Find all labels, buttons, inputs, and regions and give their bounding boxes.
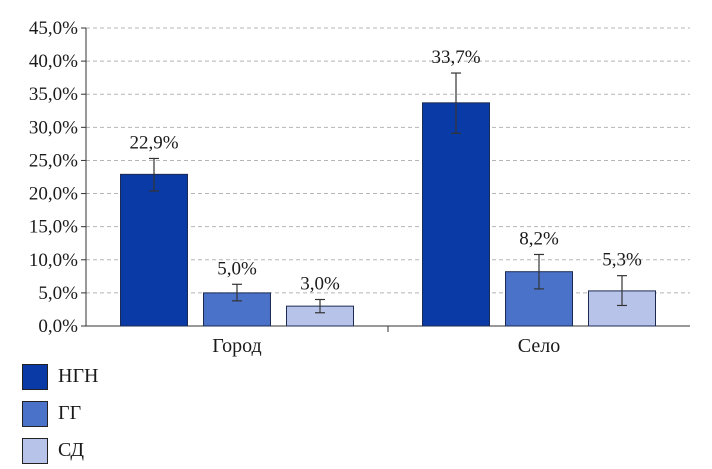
y-tick-label: 15,0% (29, 217, 78, 238)
y-tick-label: 35,0% (29, 84, 78, 105)
legend-label-ngn: НГН (58, 365, 99, 387)
legend-swatch-sd (22, 437, 48, 464)
y-tick-label: 40,0% (29, 51, 78, 72)
y-tick-label: 5,0% (38, 283, 78, 304)
legend-label-gg: ГГ (58, 402, 82, 424)
data-label: 5,0% (217, 258, 257, 279)
data-label: 8,2% (519, 228, 559, 249)
y-tick-label: 45,0% (29, 18, 78, 39)
bar-0-0 (120, 173, 188, 327)
legend-item-ngn: НГН (22, 358, 98, 395)
x-category-label: Село (518, 335, 560, 357)
x-category-label: Город (212, 335, 261, 357)
legend-item-sd: СД (22, 432, 98, 469)
data-label: 3,0% (300, 274, 340, 295)
data-label: 5,3% (602, 250, 642, 271)
y-tick-label: 20,0% (29, 184, 78, 205)
data-label: 22,9% (129, 132, 178, 153)
legend-item-gg: ГГ (22, 395, 98, 432)
legend: НГН ГГ СД (22, 358, 98, 469)
data-label: 33,7% (431, 47, 480, 68)
bar-0-1 (422, 102, 490, 327)
y-tick-label: 25,0% (29, 150, 78, 171)
y-tick-label: 30,0% (29, 117, 78, 138)
y-tick-label: 10,0% (29, 250, 78, 271)
legend-swatch-gg (22, 400, 48, 427)
legend-swatch-ngn (22, 363, 48, 390)
y-tick-label: 0,0% (38, 316, 78, 337)
legend-label-sd: СД (58, 439, 84, 461)
